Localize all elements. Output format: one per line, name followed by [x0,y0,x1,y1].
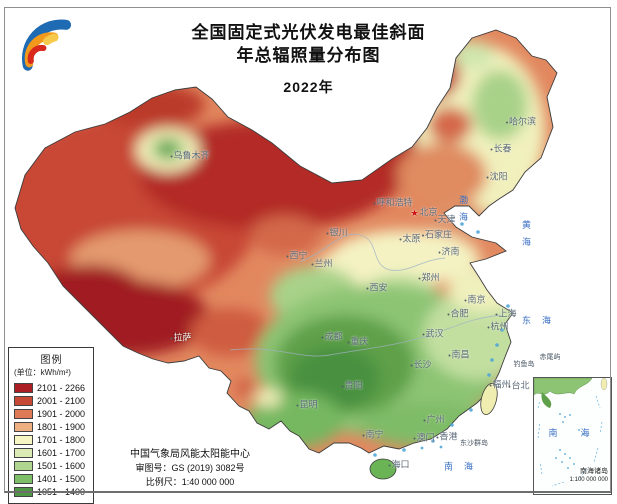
legend-row: 2001 - 2100 [14,394,89,407]
legend-range: 1801 - 1900 [37,421,86,432]
map-title-block: 全国固定式光伏发电最佳斜面 年总辐照量分布图 2022年 [0,22,617,97]
legend-range: 1501 - 1600 [37,460,86,471]
cma-wind-solar-logo [16,14,82,76]
inset-map [534,378,608,487]
logo-arcs-icon [22,19,72,71]
legend-row: 1601 - 1700 [14,446,89,459]
legend-swatch [14,408,33,419]
legend-range: 1401 - 1500 [37,473,86,484]
inset-sea-label: 南 海 [548,428,597,438]
legend-swatch [14,421,33,432]
legend-row: 1501 - 1600 [14,459,89,472]
legend-row: 1051 - 1400 [14,485,89,498]
yangtze-river-line [229,314,503,357]
map-title-line2: 年总辐照量分布图 [236,45,381,65]
legend-unit: (单位：kWh/m²) [14,368,71,377]
footer-org: 中国气象局风能太阳能中心 [130,449,250,460]
yellow-river-line [299,233,446,271]
china-coastline-outline [14,29,558,454]
legend-swatch [14,382,33,393]
legend-range: 1051 - 1400 [37,486,86,497]
legend-range: 2101 - 2266 [37,382,86,393]
footer-approval: 审图号：GS (2019) 3082号 [135,463,245,473]
legend-row: 1901 - 2000 [14,407,89,420]
legend-swatch [14,447,33,458]
legend-box: 图例 (单位：kWh/m²) 2101 - 2266 2001 - 2100 190… [8,347,94,504]
legend-swatch [14,473,33,484]
legend-swatch [14,395,33,406]
legend-range: 2001 - 2100 [37,395,86,406]
inset-caption-name: 南海诸岛 [580,468,608,476]
legend-swatch [14,460,33,471]
coastal-water-specks [373,222,510,457]
legend-range: 1701 - 1800 [37,434,86,445]
hainan-island [369,458,397,480]
taiwan-island [480,382,498,416]
map-title-line1: 全国固定式光伏发电最佳斜面 [191,23,426,42]
legend-row: 1801 - 1900 [14,420,89,433]
legend-swatch [14,486,33,497]
legend-title: 图例 [40,355,63,366]
legend-row: 1701 - 1800 [14,433,89,446]
legend-items: 2101 - 2266 2001 - 2100 1901 - 2000 1801 - … [14,381,89,498]
footer-scale: 比例尺：1:40 000 000 [145,476,235,487]
inset-caption-scale: 1:100 000 000 [569,476,608,483]
map-title-year: 2022年 [283,78,334,95]
legend-row: 2101 - 2266 [14,381,89,394]
legend-swatch [14,434,33,445]
south-china-sea-inset: 南 海 南海诸岛 1:100 000 000 [533,377,612,495]
footer-attribution: 中国气象局风能太阳能中心 审图号：GS (2019) 3082号 比例尺：1:4… [100,447,280,490]
inset-caption: 南海诸岛 1:100 000 000 [570,468,608,484]
legend-row: 1401 - 1500 [14,472,89,485]
legend-range: 1601 - 1700 [37,447,86,458]
legend-range: 1901 - 2000 [37,408,86,419]
